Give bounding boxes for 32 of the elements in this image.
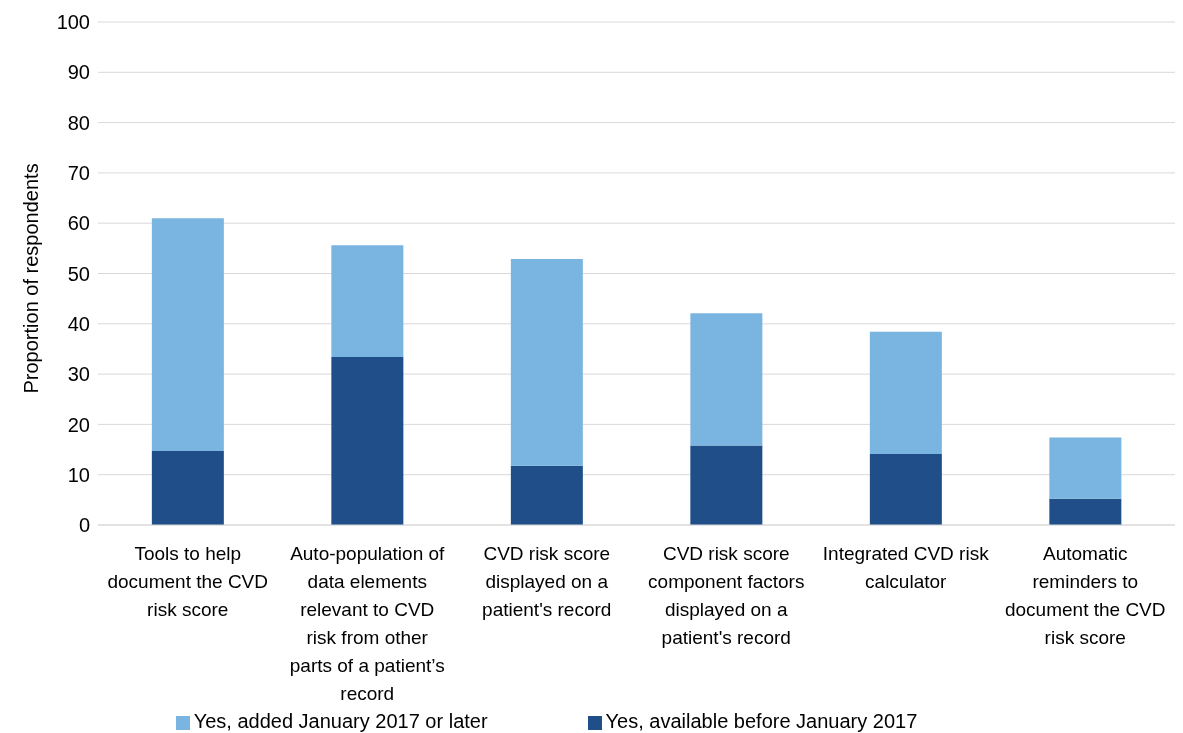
y-tick-label: 30: [67, 363, 90, 386]
y-tick-label: 70: [67, 162, 90, 184]
y-tick-label: 20: [67, 413, 90, 436]
bar: [331, 245, 404, 357]
bar: [151, 451, 224, 525]
x-tick-label: Tools to help document the CVD risk score: [107, 543, 269, 621]
x-tick-label: Automatic reminders to document the CVD risk score: [1004, 543, 1166, 649]
y-tick-label: 60: [67, 212, 90, 235]
bar: [510, 465, 583, 525]
y-tick-label: 10: [67, 463, 90, 486]
y-tick-label: 90: [67, 61, 90, 84]
bar: [690, 445, 763, 525]
y-tick-label: 80: [67, 111, 90, 134]
x-tick-label: CVD risk score component factors displayed on a patient's record: [648, 543, 805, 649]
legend-label: Yes, added January 2017 or later: [193, 710, 488, 732]
y-tick-label: 100: [56, 11, 90, 34]
legend-label: Yes, available before January 2017: [605, 710, 918, 732]
bar: [869, 331, 942, 455]
y-tick-label: 50: [67, 262, 90, 285]
bar: [1049, 498, 1122, 525]
bar: [690, 313, 763, 446]
bar: [869, 454, 942, 525]
bar: [331, 357, 404, 525]
y-tick-label: 40: [67, 312, 90, 335]
x-tick-label: Integrated CVD risk calculator: [822, 543, 990, 593]
y-axis-title: Proportion of respondents: [20, 163, 43, 394]
bar: [510, 258, 583, 466]
x-tick-label: CVD risk score displayed on a patient's record: [482, 543, 612, 621]
x-tick-label: Auto-population of data elements relevant to CVD risk from other parts of a patient’s record: [289, 543, 446, 705]
bar: [1049, 437, 1122, 499]
y-tick-label: 0: [78, 514, 90, 537]
bar: [151, 218, 224, 452]
